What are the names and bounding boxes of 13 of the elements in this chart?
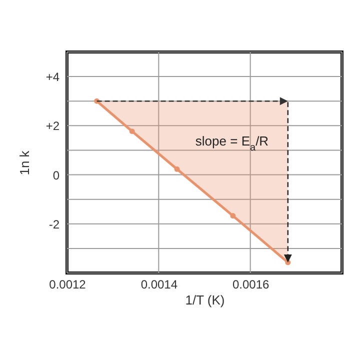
x-tick-label: 0.0012 — [49, 278, 86, 292]
annotation: slope = E$_{a}$/R — [195, 134, 269, 154]
text: -2 — [48, 217, 60, 232]
y-tick-label: 0 — [52, 168, 60, 182]
point — [129, 128, 135, 134]
y-axis-title: 1n k — [16, 150, 32, 176]
y-tick-label: +2 — [46, 119, 60, 134]
point — [174, 166, 180, 172]
point — [230, 213, 236, 219]
x-axis-title: 1/T (K) — [185, 292, 225, 308]
y-tick-label: +4 — [46, 70, 60, 84]
x-tick-label: 0.0016 — [232, 278, 270, 292]
x-tick-label: 0.0014 — [140, 278, 178, 292]
